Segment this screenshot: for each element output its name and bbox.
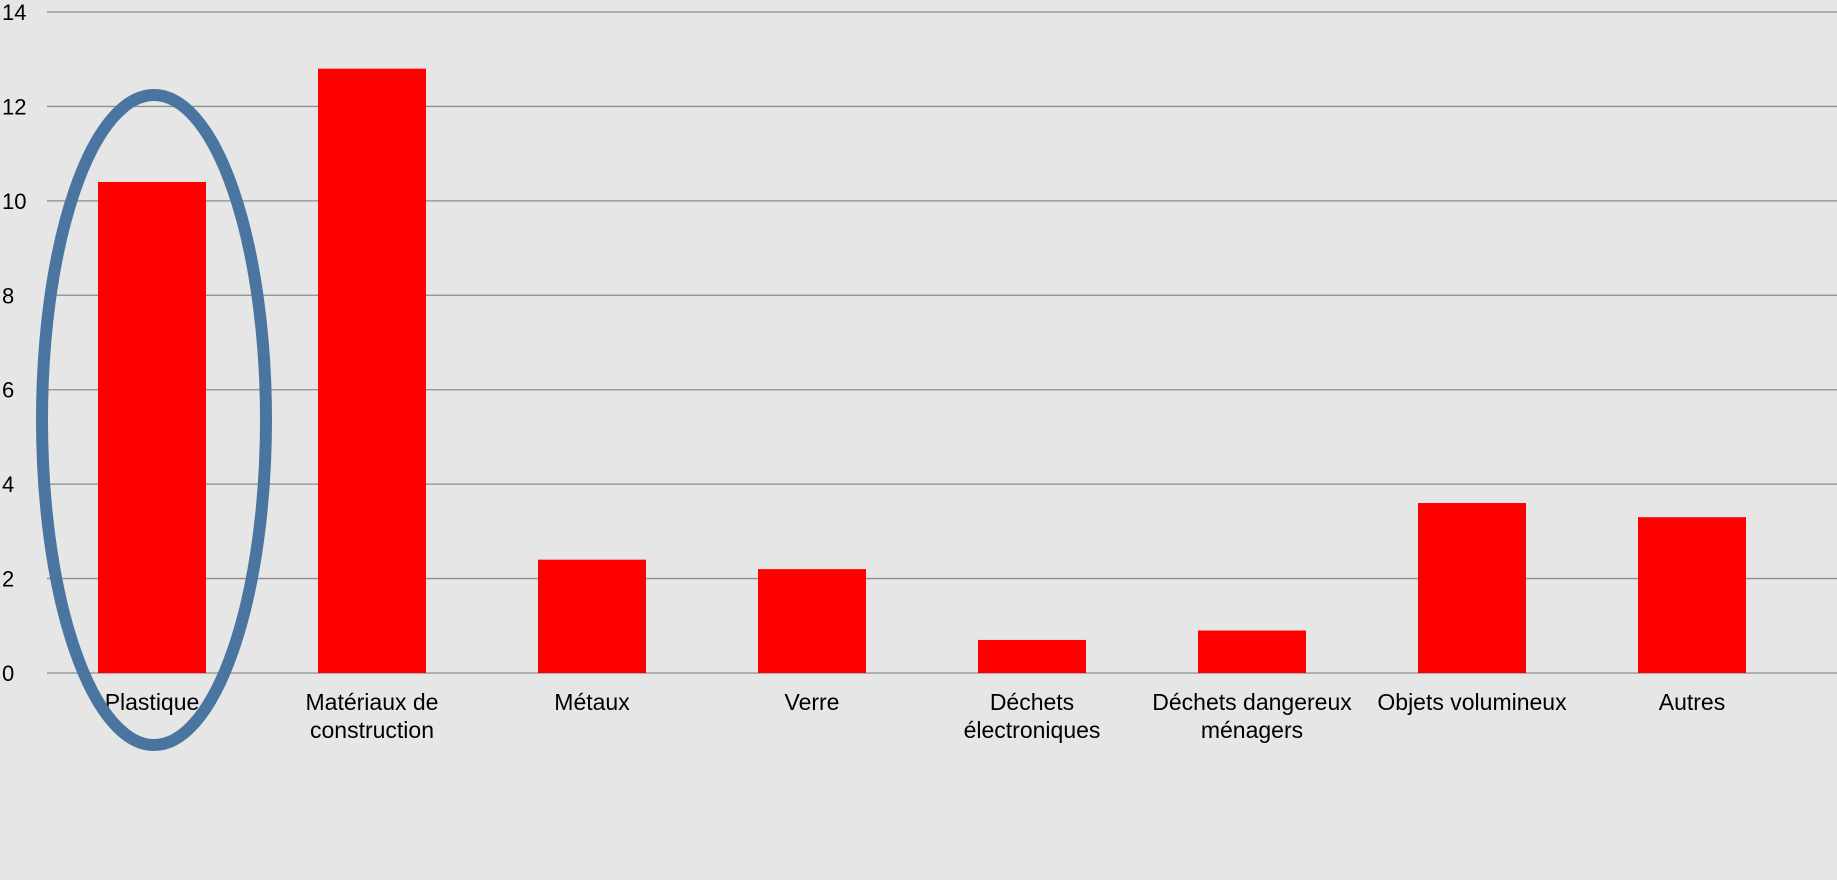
- highlight-annotations: [36, 89, 272, 751]
- y-tick-label: 0: [2, 661, 14, 686]
- y-tick-label: 12: [2, 94, 26, 119]
- highlight-ellipse: [36, 89, 272, 751]
- y-tick-label: 6: [2, 378, 14, 403]
- y-tick-label: 14: [2, 0, 26, 25]
- bar: [98, 181, 206, 673]
- x-category-label: Plastique: [105, 689, 200, 715]
- bar: [538, 559, 646, 673]
- y-tick-label: 2: [2, 567, 14, 592]
- x-category-label: Objets volumineux: [1377, 689, 1567, 715]
- bar: [1418, 503, 1526, 673]
- x-category-label: Déchets électroniques: [964, 689, 1101, 743]
- x-category-label: Verre: [785, 689, 840, 715]
- bar: [1198, 630, 1306, 673]
- y-tick-label: 4: [2, 472, 14, 497]
- gridlines: [47, 11, 1837, 674]
- x-category-label: Matériaux de construction: [306, 689, 439, 743]
- x-axis-category-labels: Plastique Matériaux de construction Métaux V…: [105, 689, 1726, 743]
- bar: [758, 569, 866, 673]
- bar: [1638, 517, 1746, 673]
- y-tick-label: 10: [2, 189, 26, 214]
- y-tick-label: 8: [2, 283, 14, 308]
- x-category-label: Autres: [1659, 689, 1725, 715]
- x-category-label: Déchets dangereux ménagers: [1152, 689, 1352, 743]
- x-category-label: Métaux: [554, 689, 630, 715]
- bars: [98, 68, 1746, 673]
- y-axis-tick-labels: 0 2 4 6 8 10 12 14: [2, 0, 26, 686]
- bar: [318, 68, 426, 673]
- bar: [978, 639, 1086, 673]
